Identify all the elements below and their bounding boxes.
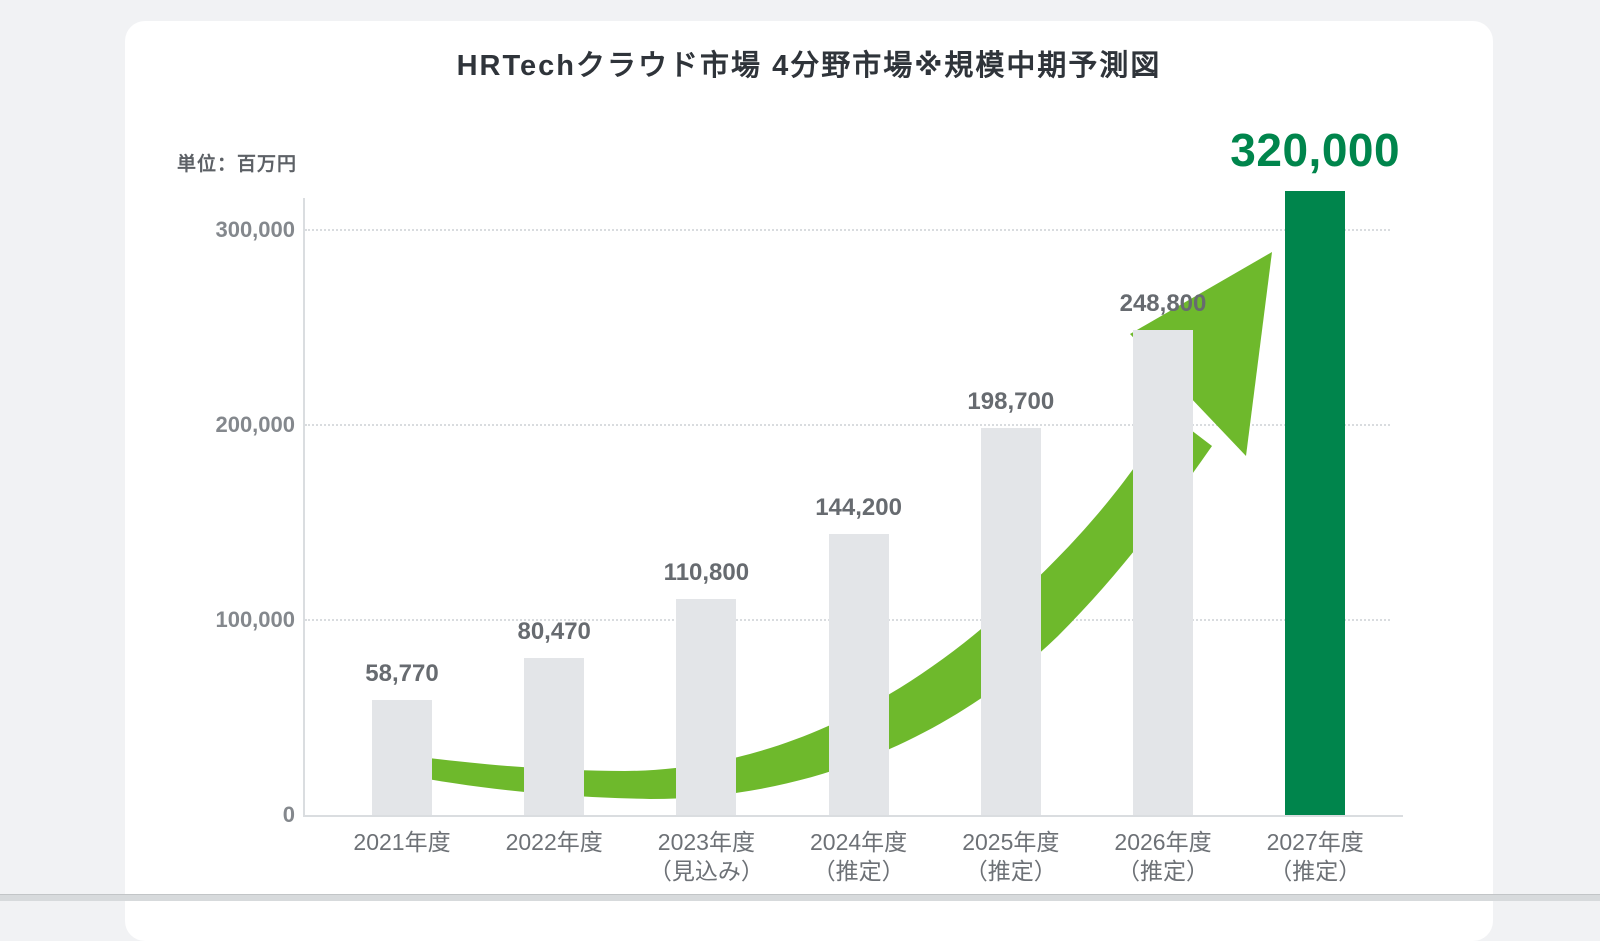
chart-card (125, 21, 1493, 941)
chart-title: HRTechクラウド市場 4分野市場※規模中期予測図 (456, 50, 1162, 82)
bottom-strip (0, 894, 1600, 901)
unit-label: 単位：百万円 (177, 154, 298, 175)
